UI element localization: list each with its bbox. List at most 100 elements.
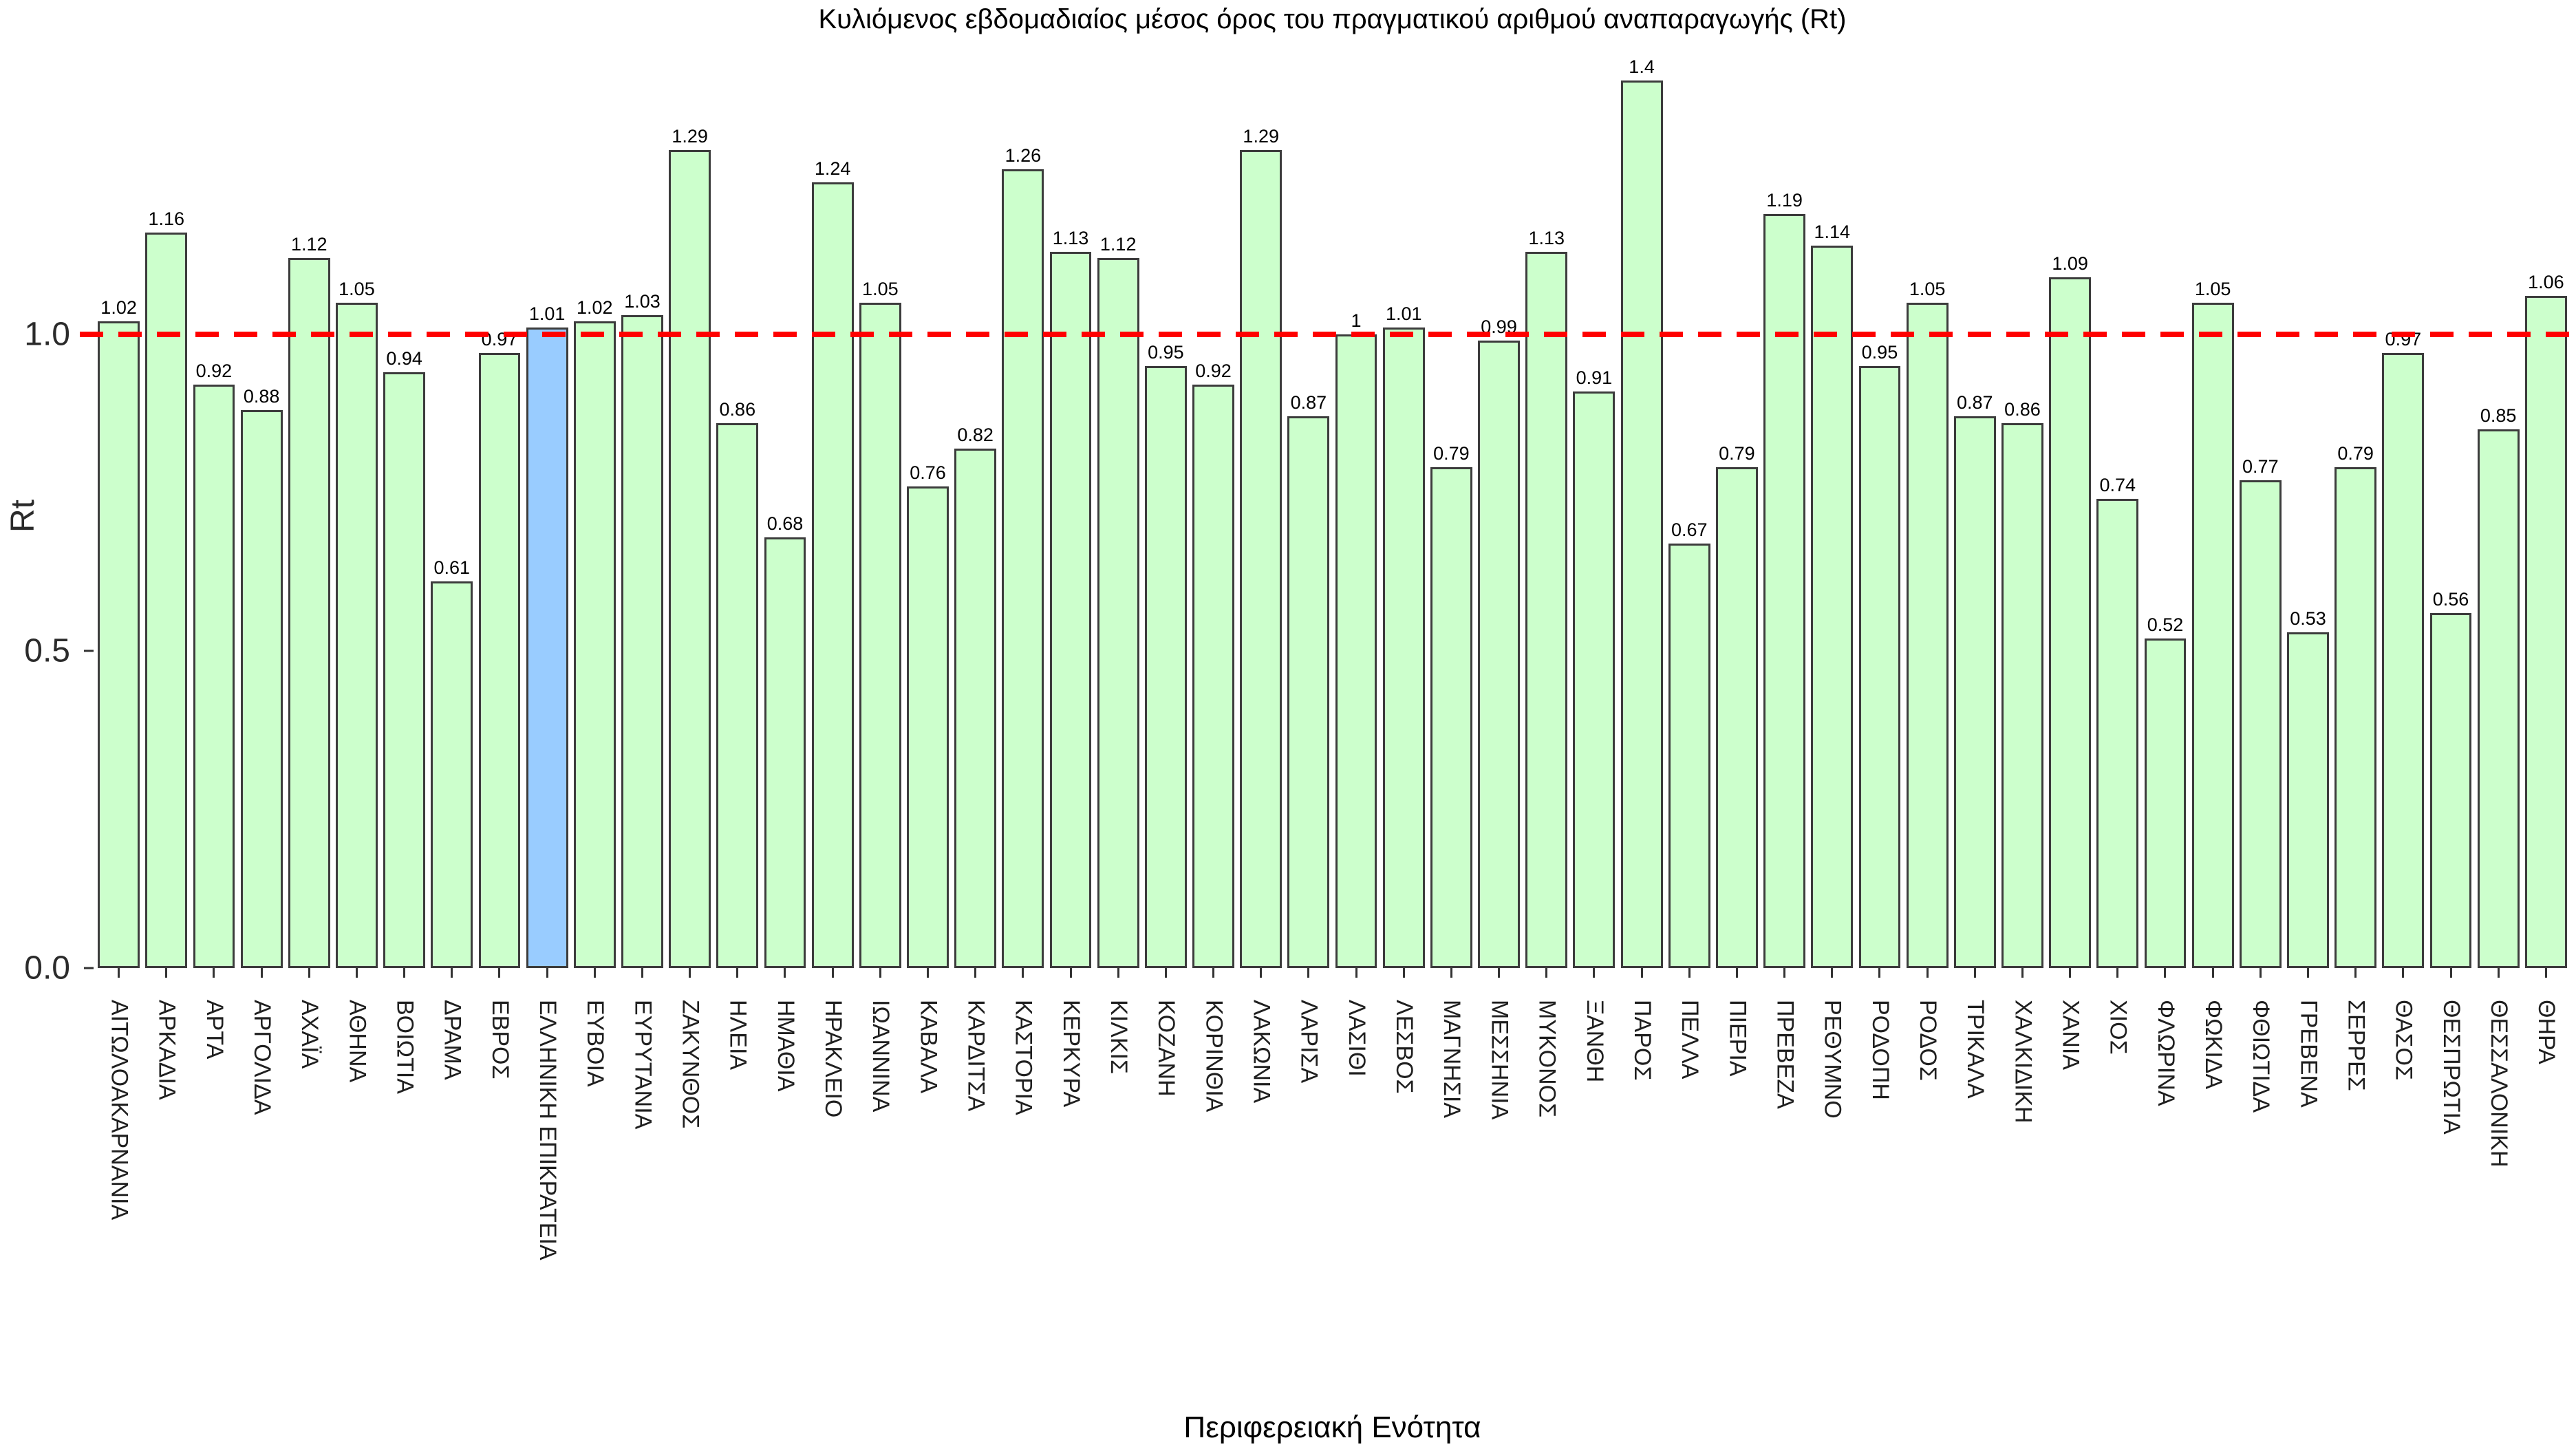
bar-slot: 0.77 [2237, 17, 2284, 968]
x-slot: ΕΛΛΗΝΙΚΗ ΕΠΙΚΡΑΤΕΙΑ [524, 968, 571, 1260]
x-slot: ΙΩΑΝΝΙΝΑ [857, 968, 904, 1260]
bar: 1.01 [1382, 303, 1425, 968]
bar-slot: 0.56 [2427, 17, 2474, 968]
x-tick-label: ΡΕΘΥΜΝΟ [1819, 1000, 1846, 1119]
x-slot: ΒΟΙΩΤΙΑ [380, 968, 428, 1260]
x-tick-label: ΡΟΔΟΣ [1914, 1000, 1941, 1081]
bar-slot: 0.97 [2379, 17, 2427, 968]
x-tick-label: ΓΡΕΒΕΝΑ [2295, 1000, 2322, 1108]
bar-value-label: 1.09 [2052, 253, 2088, 274]
bar: 0.92 [1192, 361, 1234, 968]
x-tick-mark [641, 968, 643, 978]
bar: 0.79 [1430, 443, 1472, 968]
x-axis: ΑΙΤΩΛΟΑΚΑΡΝΑΝΙΑ ΑΡΚΑΔΙΑ ΑΡΤΑ ΑΡΓΟΛΙΔΑ ΑΧΑΪΑ Α… [95, 968, 2570, 1260]
x-slot: ΚΑΒΑΛΑ [904, 968, 952, 1260]
chart-title: Κυλιόμενος εβδομαδιαίος μέσος όρος του π… [818, 4, 1847, 34]
x-tick-label: ΚΑΡΔΙΤΣΑ [963, 1000, 989, 1112]
bar-slot: 1.03 [619, 17, 666, 968]
bar-slot: 0.87 [1285, 17, 1332, 968]
x-tick-mark [2497, 968, 2500, 978]
bar-slot: 1.29 [1237, 17, 1285, 968]
bar-value-label: 1.12 [1099, 234, 1137, 255]
bar-slot: 1.24 [809, 17, 857, 968]
bar-value-label: 1.02 [577, 297, 613, 319]
bar: 0.95 [1858, 342, 1901, 968]
x-tick-mark [1450, 968, 1452, 978]
x-tick-mark [1355, 968, 1357, 978]
x-tick-label: ΛΕΣΒΟΣ [1391, 1000, 1418, 1094]
y-tick-mark [84, 333, 94, 336]
bar-value-label: 1.29 [1243, 126, 1279, 147]
bar-value-label: 0.79 [1719, 443, 1755, 464]
bar: 0.76 [907, 462, 949, 968]
x-slot: ΑΙΤΩΛΟΑΚΑΡΝΑΝΙΑ [95, 968, 142, 1260]
x-tick-mark [2021, 968, 2024, 978]
bar: 0.79 [1716, 443, 1758, 968]
bar-slot: 0.67 [1666, 17, 1713, 968]
x-tick-label: ΕΥΡΥΤΑΝΙΑ [630, 1000, 656, 1130]
bar-slot: 0.52 [2141, 17, 2189, 968]
bar-slot: 1.14 [1808, 17, 1856, 968]
bar-value-label: 1.4 [1629, 56, 1655, 78]
x-slot: ΧΑΛΚΙΔΙΚΗ [1999, 968, 2046, 1260]
bar: 1 [1335, 310, 1377, 968]
bar-slot: 1.09 [2046, 17, 2094, 968]
bar: 1.13 [1525, 228, 1568, 968]
x-tick-label: ΛΑΣΙΘΙ [1343, 1000, 1370, 1077]
bar-value-label: 1.19 [1766, 189, 1803, 211]
y-axis: 0.0 0.5 1.0 [0, 17, 95, 987]
x-slot: ΜΥΚΟΝΟΣ [1523, 968, 1570, 1260]
x-slot: ΤΡΙΚΑΛΑ [1951, 968, 1999, 1260]
bar-slot: 0.82 [952, 17, 999, 968]
bar-slot: 0.86 [1999, 17, 2046, 968]
bar-slot: 0.99 [1475, 17, 1523, 968]
bar: 0.82 [954, 425, 997, 968]
bar-value-label: 1.13 [1528, 227, 1565, 248]
bar-value-label: 0.95 [1148, 341, 1184, 363]
bar-slot: 1.01 [524, 17, 571, 968]
y-tick-label: 0.0 [24, 949, 70, 987]
x-tick-mark [2354, 968, 2357, 978]
bar-value-label: 0.74 [2099, 475, 2136, 496]
bar-value-label: 0.86 [719, 398, 756, 420]
bar-slot: 1.19 [1761, 17, 1808, 968]
x-tick-label: ΘΕΣΠΡΩΤΙΑ [2438, 1000, 2465, 1135]
bar: 0.56 [2429, 589, 2472, 968]
x-tick-mark [1735, 968, 1738, 978]
bar: 0.53 [2287, 608, 2329, 968]
x-tick-label: ΠΑΡΟΣ [1629, 1000, 1655, 1081]
bar-value-label: 0.95 [1861, 341, 1898, 363]
bar: 0.79 [2334, 443, 2377, 968]
x-tick-label: ΚΟΖΑΝΗ [1153, 1000, 1180, 1097]
x-tick-mark [1640, 968, 1643, 978]
x-tick-mark [2402, 968, 2405, 978]
bar-slot: 0.95 [1142, 17, 1190, 968]
x-tick-label: ΞΑΝΘΗ [1581, 1000, 1608, 1083]
bar: 0.99 [1478, 316, 1520, 968]
bar-slot: 0.53 [2284, 17, 2332, 968]
bar-value-label: 1.29 [672, 126, 708, 147]
x-tick-mark [1212, 968, 1215, 978]
bar-slot: 0.97 [475, 17, 523, 968]
bar-slot: 0.79 [1713, 17, 1761, 968]
x-tick-mark [1688, 968, 1690, 978]
x-axis-title: Περιφερειακή Ενότητα [1183, 1410, 1481, 1444]
x-tick-mark [2211, 968, 2214, 978]
x-tick-mark [1878, 968, 1881, 978]
x-slot: ΚΟΡΙΝΘΙΑ [1190, 968, 1237, 1260]
x-tick-label: ΕΥΒΟΙΑ [582, 1000, 609, 1087]
x-tick-label: ΑΘΗΝΑ [344, 1000, 371, 1083]
bar-value-label: 0.88 [243, 386, 280, 407]
bar-slot: 1.05 [1904, 17, 1951, 968]
x-tick-mark [451, 968, 453, 978]
bar: 0.74 [2096, 475, 2139, 968]
bar-slot: 1.05 [2189, 17, 2237, 968]
bar: 0.88 [240, 386, 283, 968]
x-tick-mark [974, 968, 977, 978]
x-tick-mark [689, 968, 691, 978]
x-tick-label: ΧΑΛΚΙΔΙΚΗ [2010, 1000, 2037, 1124]
x-slot: ΦΘΙΩΤΙΔΑ [2237, 968, 2284, 1260]
x-tick-mark [1022, 968, 1024, 978]
bar-value-label: 0.97 [481, 329, 518, 350]
x-tick-mark [403, 968, 406, 978]
